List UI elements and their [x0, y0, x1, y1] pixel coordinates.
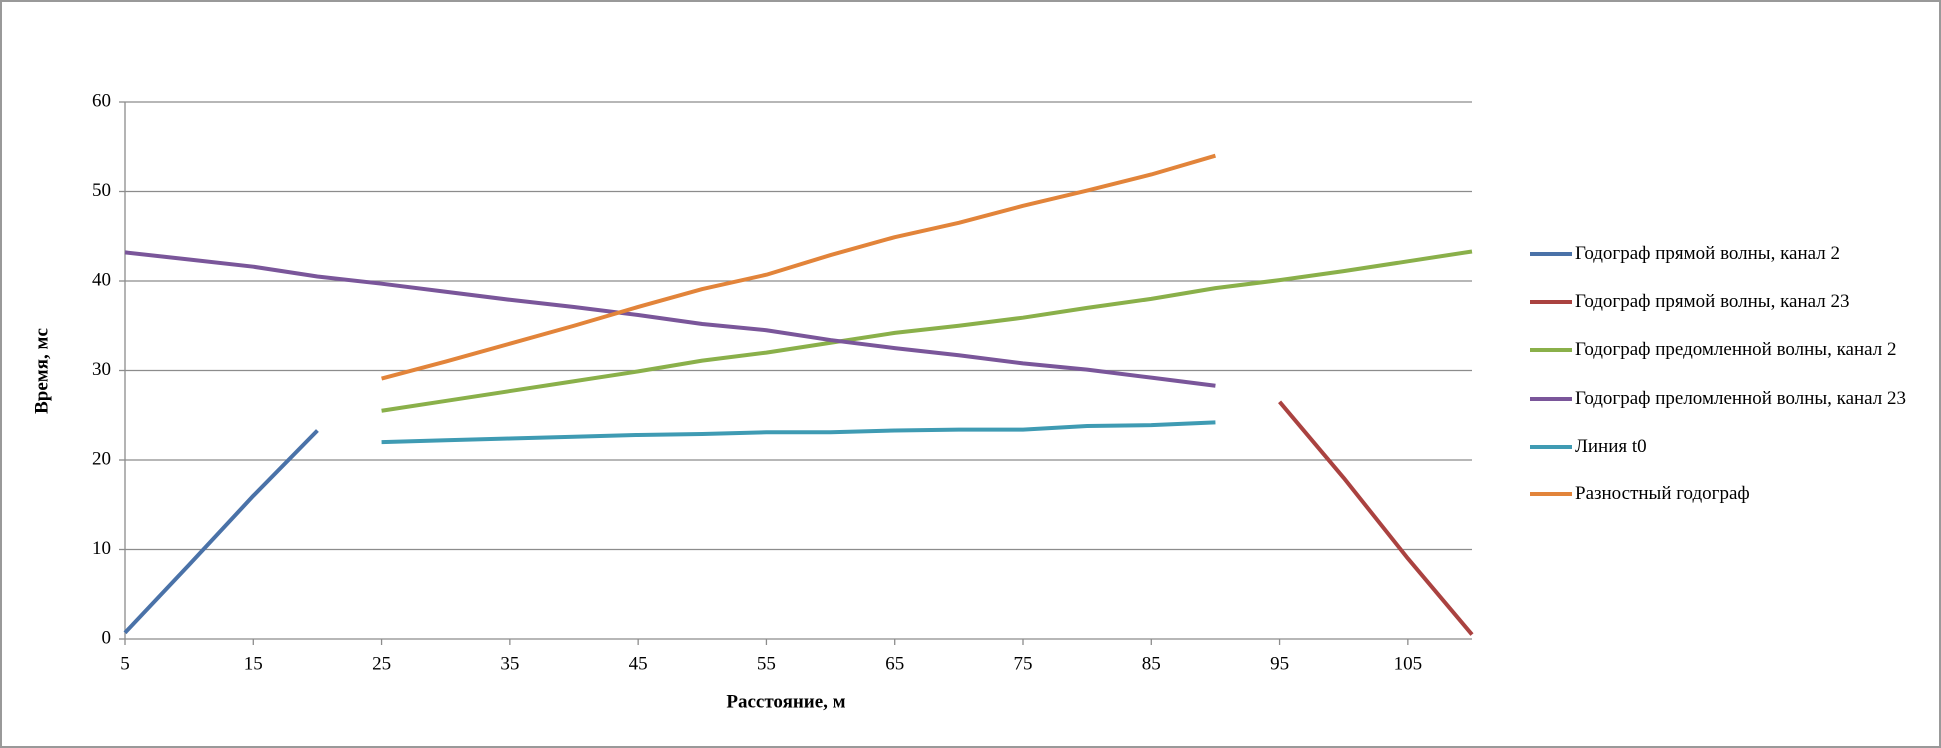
series-line	[1278, 400, 1474, 636]
legend-label: Годограф прямой волны, канал 23	[1575, 291, 1850, 312]
y-tick-label: 10	[92, 538, 111, 559]
legend-label: Годограф прямой волны, канал 2	[1575, 243, 1840, 264]
y-tick-label: 40	[92, 269, 111, 290]
series-line	[124, 250, 1216, 388]
y-tick-label: 50	[92, 180, 111, 201]
series-line	[381, 420, 1216, 445]
x-tick-label: 55	[757, 653, 776, 674]
series-line	[381, 153, 1216, 381]
x-tick-label: 15	[244, 653, 263, 674]
series-line	[123, 429, 319, 635]
x-tick-label: 85	[1142, 653, 1161, 674]
series-line	[381, 249, 1473, 413]
legend-label: Годограф преломленной волны, канал 23	[1575, 388, 1907, 409]
y-tick-label: 0	[102, 627, 112, 648]
legend-label: Разностный годограф	[1575, 483, 1750, 504]
x-tick-label: 65	[885, 653, 904, 674]
x-tick-label: 45	[629, 653, 648, 674]
y-axis-label: Время, мс	[31, 328, 52, 414]
legend-label: Годограф предомленной волны, канал 2	[1575, 339, 1897, 360]
x-tick-label: 25	[372, 653, 391, 674]
x-tick-label: 75	[1014, 653, 1033, 674]
x-tick-label: 95	[1270, 653, 1289, 674]
legend-label: Линия t0	[1575, 436, 1647, 457]
y-tick-label: 20	[92, 448, 111, 469]
x-axis-label: Расстояние, м	[726, 691, 845, 712]
x-tick-label: 105	[1394, 653, 1423, 674]
x-tick-label: 35	[500, 653, 519, 674]
y-tick-label: 30	[92, 359, 111, 380]
x-tick-label: 5	[120, 653, 130, 674]
y-tick-label: 60	[92, 90, 111, 111]
